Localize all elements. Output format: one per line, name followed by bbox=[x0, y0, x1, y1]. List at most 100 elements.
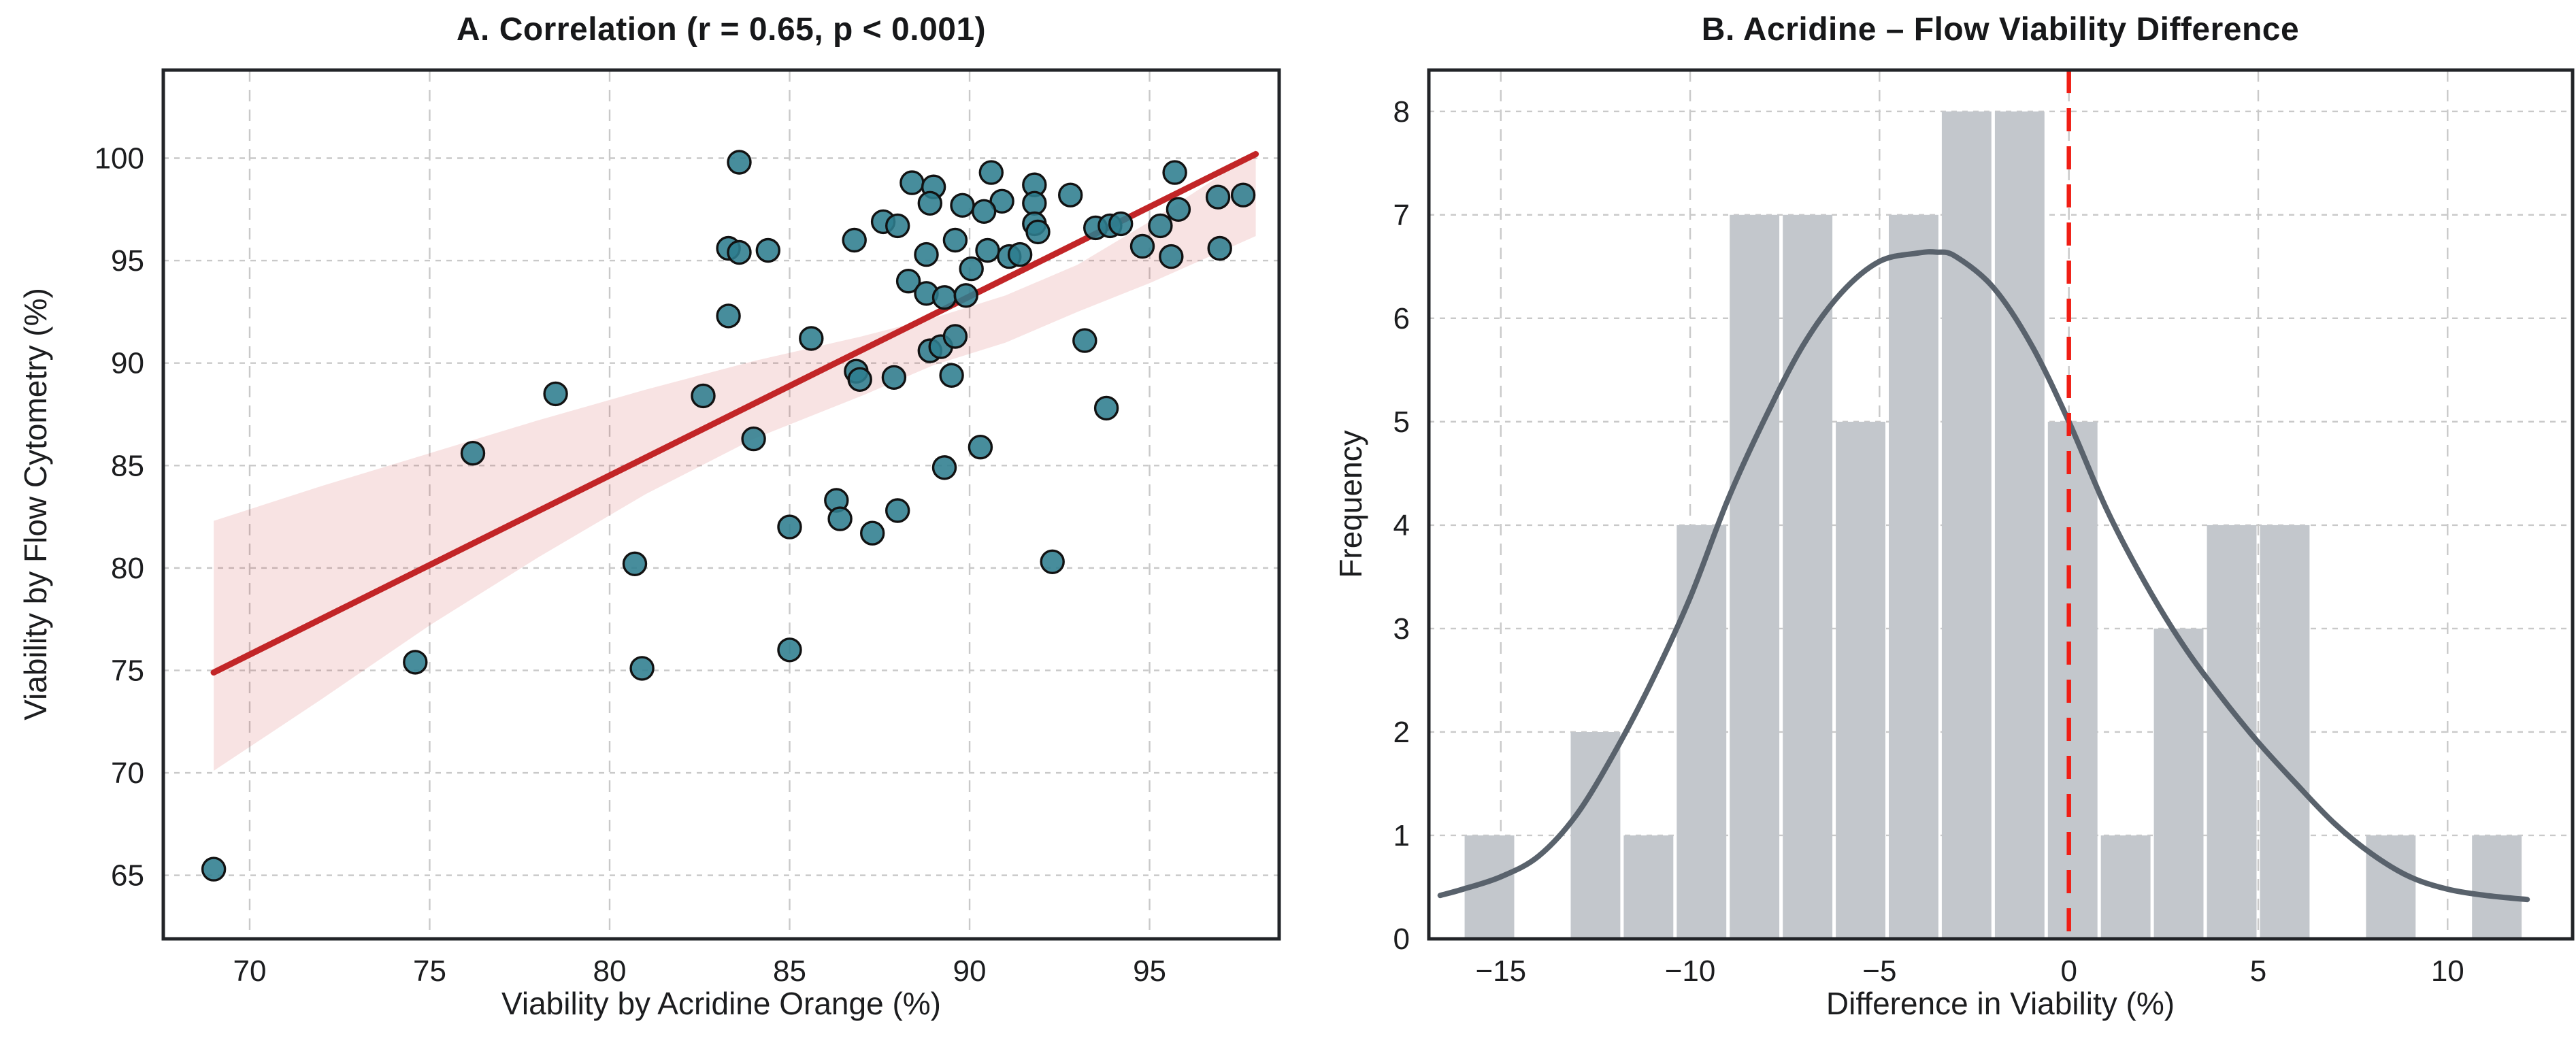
scatter-point bbox=[978, 160, 1004, 185]
scatter-point bbox=[971, 199, 997, 224]
panel-b-frame bbox=[1427, 68, 2575, 941]
scatter-point bbox=[1093, 395, 1119, 421]
x-tick-label: 70 bbox=[233, 954, 266, 988]
confidence-band bbox=[214, 150, 1256, 771]
scatter-point bbox=[777, 514, 802, 539]
scatter-point bbox=[622, 551, 648, 576]
panel-a-frame bbox=[161, 68, 1281, 941]
scatter-point bbox=[859, 520, 885, 546]
y-tick-label: 85 bbox=[111, 449, 144, 482]
scatter-point bbox=[1159, 244, 1184, 269]
scatter-point bbox=[1057, 182, 1083, 207]
scatter-point bbox=[403, 650, 428, 675]
y-tick-label: 70 bbox=[111, 757, 144, 790]
x-tick-label: 5 bbox=[2250, 954, 2266, 988]
panel-a-title: A. Correlation (r = 0.65, p < 0.001) bbox=[456, 12, 987, 48]
scatter-point bbox=[1148, 213, 1173, 239]
y-tick-label: 5 bbox=[1393, 405, 1410, 439]
histogram-bar bbox=[2260, 525, 2310, 939]
scatter-point bbox=[895, 269, 921, 294]
kde-curve bbox=[1437, 249, 2530, 903]
histogram-bar bbox=[1570, 732, 1621, 939]
scatter-point bbox=[460, 441, 486, 466]
y-tick-label: 95 bbox=[111, 244, 144, 278]
scatter-point bbox=[917, 190, 943, 216]
scatter-point bbox=[543, 381, 568, 407]
scatter-point bbox=[931, 455, 957, 480]
scatter-point bbox=[899, 170, 925, 195]
scatter-point bbox=[1072, 328, 1097, 353]
y-tick-label: 65 bbox=[111, 859, 144, 893]
y-tick-label: 100 bbox=[95, 142, 144, 176]
y-tick-label: 1 bbox=[1393, 819, 1410, 852]
scatter-point bbox=[939, 363, 964, 388]
x-tick-label: 0 bbox=[2060, 954, 2077, 988]
y-tick-label: 0 bbox=[1393, 923, 1410, 956]
scatter-point bbox=[1207, 235, 1232, 261]
x-tick-label: 90 bbox=[953, 954, 987, 988]
y-tick-label: 75 bbox=[111, 654, 144, 687]
scatter-point bbox=[727, 150, 752, 175]
scatter-point bbox=[1108, 211, 1134, 237]
histogram-bar bbox=[1889, 214, 1938, 939]
scatter-point bbox=[950, 193, 975, 218]
scatter-point bbox=[827, 506, 853, 531]
histogram-bar bbox=[1623, 835, 1674, 939]
y-tick-label: 4 bbox=[1393, 509, 1410, 542]
histogram-bar bbox=[1677, 525, 1727, 939]
y-tick-label: 6 bbox=[1393, 302, 1410, 335]
scatter-point bbox=[629, 656, 655, 681]
histogram-bar bbox=[1836, 421, 1885, 939]
scatter-point bbox=[755, 237, 781, 263]
histogram-bar bbox=[2366, 835, 2416, 939]
histogram-bar bbox=[1730, 214, 1780, 939]
scatter-point bbox=[881, 365, 907, 390]
scatter-point bbox=[691, 383, 716, 409]
scatter-point bbox=[1230, 182, 1256, 207]
scatter-point bbox=[1162, 160, 1187, 185]
x-tick-label: 75 bbox=[413, 954, 446, 988]
scatter-point bbox=[959, 256, 984, 282]
histogram-bar bbox=[1941, 111, 1992, 939]
y-tick-label: 8 bbox=[1393, 95, 1410, 129]
scatter-point bbox=[931, 285, 957, 310]
scatter-point bbox=[1007, 242, 1033, 267]
x-tick-label: −10 bbox=[1665, 954, 1716, 988]
scatter-point bbox=[842, 227, 867, 253]
scatter-point bbox=[1040, 549, 1065, 574]
scatter-point bbox=[914, 242, 939, 267]
scatter-point bbox=[777, 637, 802, 663]
scatter-point bbox=[1166, 197, 1191, 222]
scatter-point bbox=[968, 435, 993, 460]
scatter-point bbox=[942, 227, 968, 253]
y-tick-label: 7 bbox=[1393, 199, 1410, 232]
scatter-point bbox=[942, 324, 968, 349]
scatter-point bbox=[975, 237, 1000, 263]
scatter-point bbox=[885, 498, 910, 523]
x-tick-label: −15 bbox=[1475, 954, 1526, 988]
scatter-point bbox=[716, 303, 741, 329]
x-tick-label: 85 bbox=[773, 954, 806, 988]
histogram-bar bbox=[2153, 628, 2204, 939]
scatter-point bbox=[741, 426, 766, 452]
panel-a-yaxis-label: Viability by Flow Cytometry (%) bbox=[18, 288, 53, 720]
scatter-point bbox=[885, 213, 910, 239]
x-tick-label: 10 bbox=[2431, 954, 2464, 988]
panel-b-yaxis-label: Frequency bbox=[1333, 430, 1368, 578]
x-tick-label: 80 bbox=[593, 954, 627, 988]
y-tick-label: 3 bbox=[1393, 612, 1410, 646]
x-tick-label: −5 bbox=[1862, 954, 1896, 988]
scatter-point bbox=[799, 326, 824, 351]
scatter-point bbox=[1022, 190, 1047, 216]
histogram-bar bbox=[2100, 835, 2151, 939]
panel-b-xaxis-label: Difference in Viability (%) bbox=[1826, 986, 2175, 1021]
y-tick-label: 2 bbox=[1393, 716, 1410, 749]
y-tick-label: 90 bbox=[111, 347, 144, 380]
histogram-bar bbox=[2047, 421, 2098, 939]
y-tick-label: 80 bbox=[111, 552, 144, 585]
scatter-point bbox=[727, 239, 752, 265]
scatter-point bbox=[1025, 219, 1051, 245]
scatter-point bbox=[1205, 184, 1231, 210]
histogram-bar bbox=[1994, 111, 2045, 939]
